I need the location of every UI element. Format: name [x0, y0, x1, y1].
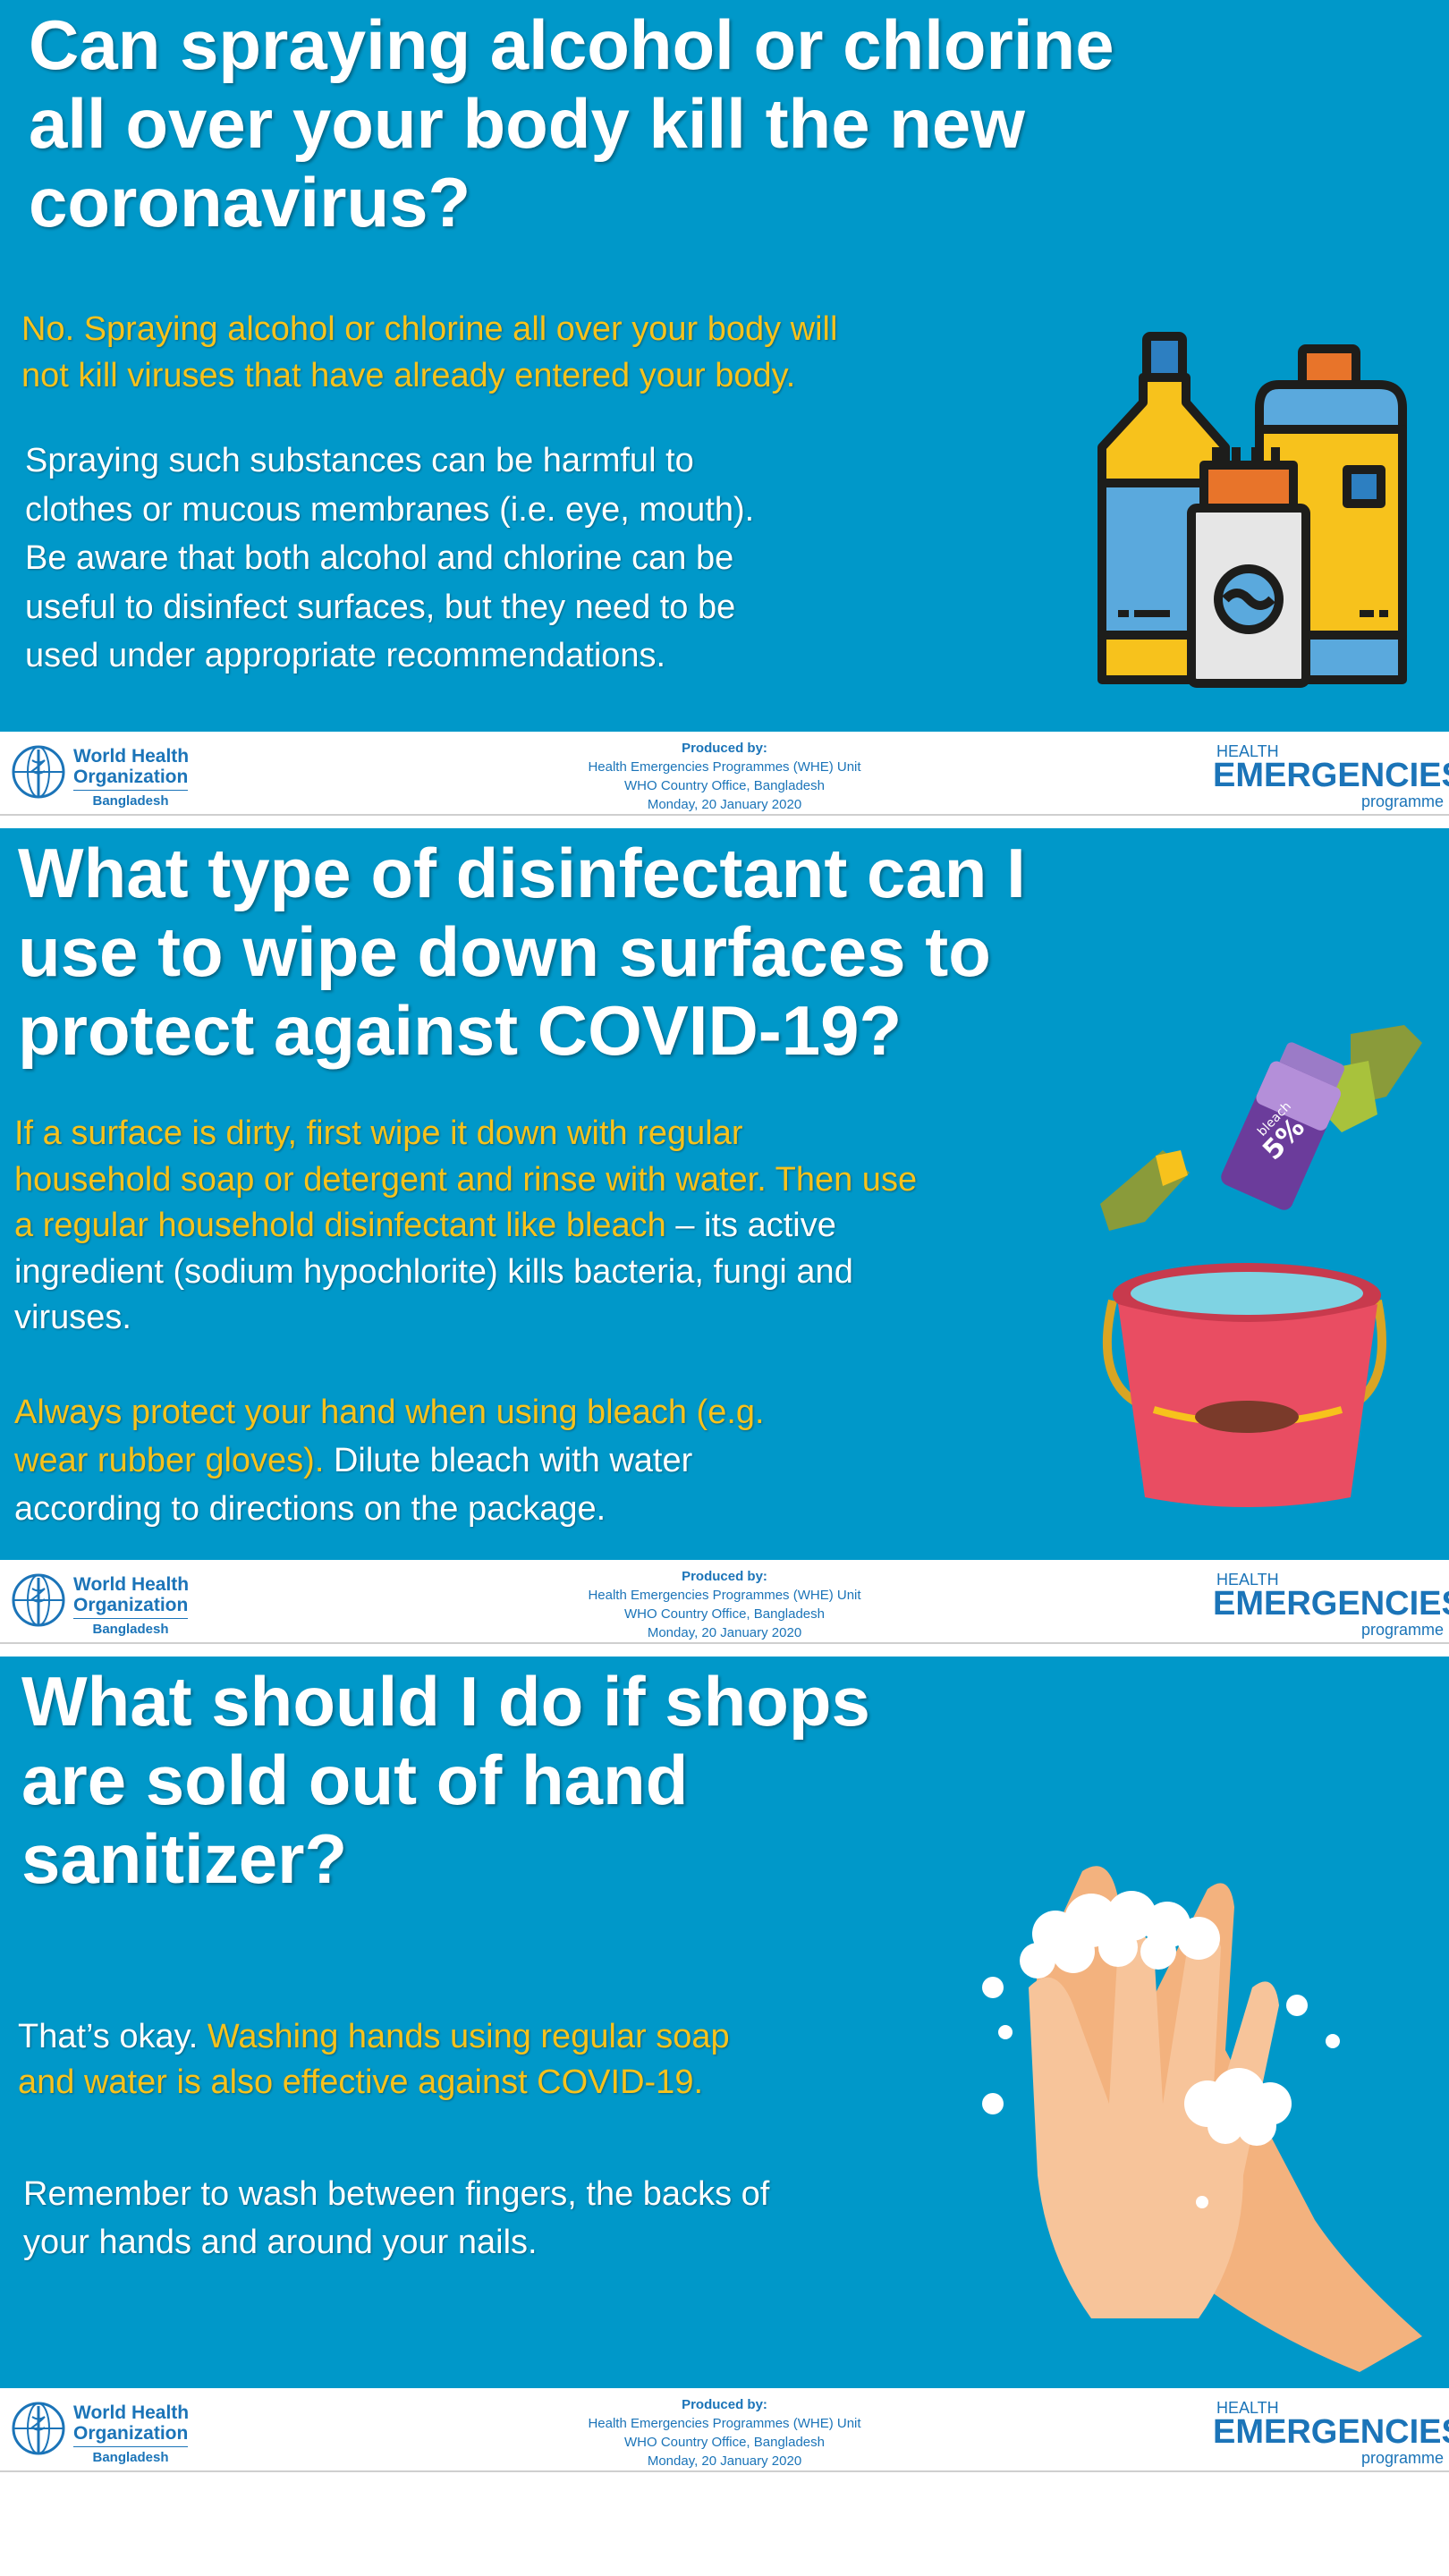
title-line: coronavirus?: [29, 163, 470, 242]
panel-title: What should I do if shops are sold out o…: [21, 1662, 870, 1898]
title-line: What should I do if shops: [21, 1662, 870, 1741]
footer-credits: World Health Organization Bangladesh Pro…: [0, 733, 1449, 816]
title-line: What type of disinfectant can I: [18, 834, 1026, 912]
producer-unit: Health Emergencies Programmes (WHE) Unit: [588, 2416, 860, 2431]
panel-title: What type of disinfectant can I use to w…: [18, 834, 1026, 1070]
produced-by-label: Produced by:: [682, 741, 767, 756]
answer-line: not kill viruses that have already enter…: [21, 357, 795, 394]
produced-date: Monday, 20 January 2020: [648, 1625, 801, 1640]
bleach-bucket-icon: bleach 5%: [1082, 1016, 1440, 1517]
who-emblem-icon: [9, 1571, 68, 1630]
answer-highlight: No. Spraying alcohol or chlorine all ove…: [21, 306, 837, 399]
bleach-safety: Always protect your hand when using blea…: [14, 1388, 765, 1533]
title-line: use to wipe down surfaces to: [18, 912, 991, 991]
health-emergencies-logo: HEALTH EMERGENCIES programme: [1211, 1571, 1444, 1639]
body-line: used under appropriate recommendations.: [25, 637, 665, 674]
handwashing-icon: [975, 1835, 1431, 2372]
title-line: are sold out of hand: [21, 1741, 688, 1819]
who-emblem-icon: [9, 742, 68, 801]
body-line: Be aware that both alcohol and chlorine …: [25, 539, 733, 577]
panel-disinfectant: What type of disinfectant can I use to w…: [0, 828, 1449, 1560]
health-emergencies-logo: HEALTH EMERGENCIES programme: [1211, 742, 1444, 810]
body-line: useful to disinfect surfaces, but they n…: [25, 589, 735, 626]
disinfectant-answer: If a surface is dirty, first wipe it dow…: [14, 1111, 917, 1342]
who-name: World Health Organization: [73, 2402, 189, 2444]
who-country: Bangladesh: [73, 793, 188, 809]
who-name: World Health Organization: [73, 1574, 189, 1615]
footer-credits: World Health Organization Bangladesh Pro…: [0, 1562, 1449, 1644]
producer-unit: Health Emergencies Programmes (WHE) Unit: [588, 759, 860, 775]
produced-by-block: Produced by: Health Emergencies Programm…: [501, 1567, 948, 1642]
title-line: all over your body kill the new: [29, 84, 1025, 163]
title-line: Can spraying alcohol or chlorine: [29, 5, 1114, 84]
health-emergencies-logo: HEALTH EMERGENCIES programme: [1211, 2399, 1444, 2467]
producer-office: WHO Country Office, Bangladesh: [624, 1606, 825, 1622]
produced-date: Monday, 20 January 2020: [648, 2453, 801, 2469]
produced-by-label: Produced by:: [682, 2397, 767, 2412]
producer-office: WHO Country Office, Bangladesh: [624, 778, 825, 793]
answer-line: No. Spraying alcohol or chlorine all ove…: [21, 310, 837, 348]
panel-title: Can spraying alcohol or chlorine all ove…: [29, 5, 1114, 242]
who-logo: World Health Organization Bangladesh: [9, 1569, 206, 1639]
handwash-tips: Remember to wash between fingers, the ba…: [23, 2170, 769, 2267]
panel-hand-sanitizer: What should I do if shops are sold out o…: [0, 1657, 1449, 2388]
body-line: Spraying such substances can be harmful …: [25, 442, 694, 479]
producer-unit: Health Emergencies Programmes (WHE) Unit: [588, 1588, 860, 1603]
who-name: World Health Organization: [73, 746, 189, 787]
produced-by-block: Produced by: Health Emergencies Programm…: [501, 739, 948, 814]
body-line: clothes or mucous membranes (i.e. eye, m…: [25, 491, 754, 529]
produced-by-block: Produced by: Health Emergencies Programm…: [501, 2395, 948, 2470]
who-logo: World Health Organization Bangladesh: [9, 2397, 206, 2467]
who-country: Bangladesh: [73, 1622, 188, 1637]
produced-date: Monday, 20 January 2020: [648, 797, 801, 812]
producer-office: WHO Country Office, Bangladesh: [624, 2435, 825, 2450]
sanitizer-answer: That’s okay. Washing hands using regular…: [18, 2014, 730, 2106]
who-emblem-icon: [9, 2399, 68, 2458]
answer-body: Spraying such substances can be harmful …: [25, 436, 754, 681]
bottles-icon: [1091, 322, 1431, 698]
who-logo: World Health Organization Bangladesh: [9, 741, 206, 810]
title-line: protect against COVID-19?: [18, 991, 902, 1070]
who-country: Bangladesh: [73, 2450, 188, 2465]
title-line: sanitizer?: [21, 1819, 347, 1898]
footer-credits: World Health Organization Bangladesh Pro…: [0, 2390, 1449, 2472]
produced-by-label: Produced by:: [682, 1569, 767, 1584]
panel-alcohol-chlorine: Can spraying alcohol or chlorine all ove…: [0, 0, 1449, 732]
